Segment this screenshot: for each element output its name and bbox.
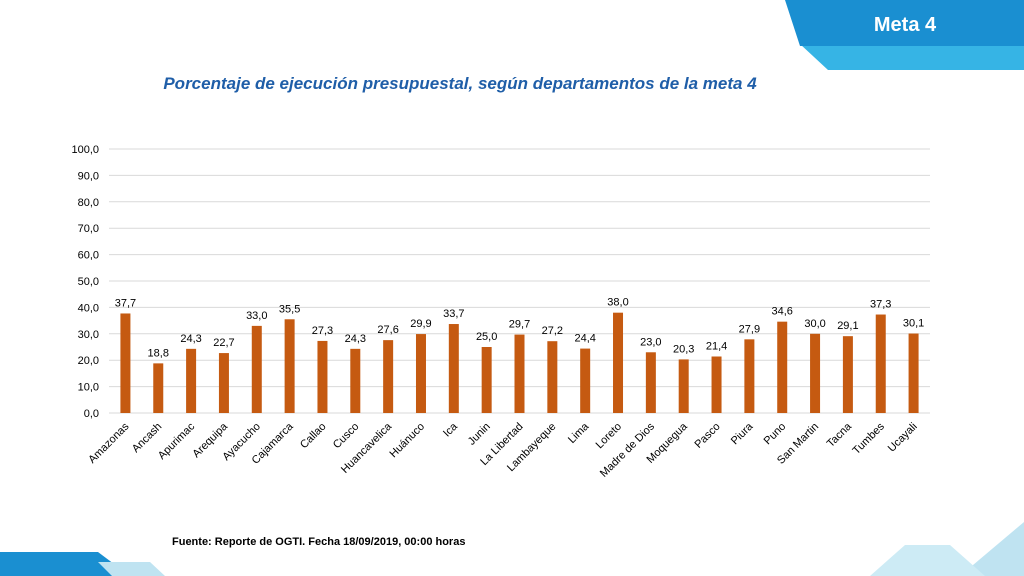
data-label: 35,5 — [279, 303, 300, 315]
data-label: 37,3 — [870, 299, 891, 311]
bar — [547, 341, 558, 413]
data-label: 21,4 — [706, 341, 727, 353]
data-label: 20,3 — [673, 343, 694, 355]
data-label: 27,9 — [739, 323, 760, 335]
x-tick-label: Amazonas — [86, 420, 132, 466]
x-tick-label: Tacna — [825, 420, 855, 450]
y-tick-label: 90,0 — [78, 170, 99, 182]
x-tick-label: Cusco — [331, 421, 362, 452]
bar — [678, 359, 689, 413]
data-label: 24,4 — [574, 333, 595, 345]
bar — [415, 334, 426, 413]
data-label: 38,0 — [607, 297, 628, 309]
bar — [645, 352, 656, 413]
data-label: 33,7 — [443, 308, 464, 320]
y-tick-label: 40,0 — [78, 302, 99, 314]
bar — [481, 347, 492, 413]
x-tick-label: Junin — [466, 421, 493, 448]
bar — [317, 340, 328, 413]
x-tick-label: Loreto — [594, 421, 625, 452]
chart-title: Porcentaje de ejecución presupuestal, se… — [163, 74, 757, 93]
x-tick-label: Huánuco — [387, 421, 427, 461]
bar — [284, 319, 295, 413]
y-tick-label: 60,0 — [78, 250, 99, 262]
data-label: 29,7 — [509, 319, 530, 331]
x-tick-label: Tumbes — [851, 420, 888, 457]
y-tick-label: 0,0 — [84, 408, 99, 420]
data-label: 27,3 — [312, 325, 333, 337]
y-tick-label: 10,0 — [78, 382, 99, 394]
data-label: 24,3 — [345, 333, 366, 345]
data-label: 29,9 — [410, 318, 431, 330]
bar — [613, 312, 624, 413]
bar — [448, 324, 459, 413]
data-label: 24,3 — [180, 333, 201, 345]
y-tick-label: 80,0 — [78, 197, 99, 209]
footer-right-light-shape — [870, 545, 985, 576]
x-tick-label: Callao — [298, 421, 329, 452]
data-label: 34,6 — [772, 306, 793, 318]
data-label: 18,8 — [148, 347, 169, 359]
y-tick-label: 70,0 — [78, 223, 99, 235]
meta-badge: Meta 4 — [873, 14, 937, 36]
bar — [744, 339, 755, 413]
x-tick-label: Ica — [441, 420, 460, 439]
bar — [186, 348, 197, 413]
x-tick-label: Lima — [566, 420, 592, 446]
data-label: 29,1 — [837, 320, 858, 332]
bar — [711, 356, 722, 413]
bar — [218, 353, 229, 413]
bar — [383, 340, 394, 413]
data-label: 30,1 — [903, 318, 924, 330]
bar — [842, 336, 853, 413]
bar — [875, 314, 886, 413]
data-label: 25,0 — [476, 331, 497, 343]
bar — [251, 325, 262, 413]
y-tick-label: 30,0 — [78, 329, 99, 341]
bar — [153, 363, 164, 413]
x-tick-label: Pasco — [693, 421, 723, 451]
footer-right-pale-shape — [960, 522, 1024, 576]
y-tick-label: 100,0 — [71, 144, 99, 156]
source-note: Fuente: Reporte de OGTI. Fecha 18/09/201… — [172, 536, 466, 548]
footer-left-light-shape — [98, 562, 165, 576]
data-label: 37,7 — [115, 297, 136, 309]
x-tick-label: Piura — [729, 420, 756, 447]
bar — [580, 348, 591, 413]
bar — [120, 313, 131, 413]
data-label: 33,0 — [246, 310, 267, 322]
footer-left-dark-shape — [0, 552, 130, 576]
y-tick-label: 20,0 — [78, 355, 99, 367]
bar — [908, 333, 919, 413]
x-tick-label: Apurimac — [156, 420, 198, 462]
bar — [350, 348, 361, 413]
x-tick-label: Puno — [762, 421, 789, 448]
data-label: 27,6 — [377, 324, 398, 336]
bar — [810, 333, 821, 413]
data-label: 27,2 — [542, 325, 563, 337]
data-label: 22,7 — [213, 337, 234, 349]
data-label: 23,0 — [640, 336, 661, 348]
y-tick-label: 50,0 — [78, 276, 99, 288]
bar — [777, 321, 788, 413]
header-light-band — [800, 44, 1024, 70]
header-badge-shape — [785, 0, 1024, 46]
data-label: 30,0 — [804, 318, 825, 330]
bar — [514, 334, 525, 413]
x-tick-label: Ucayali — [886, 421, 920, 455]
